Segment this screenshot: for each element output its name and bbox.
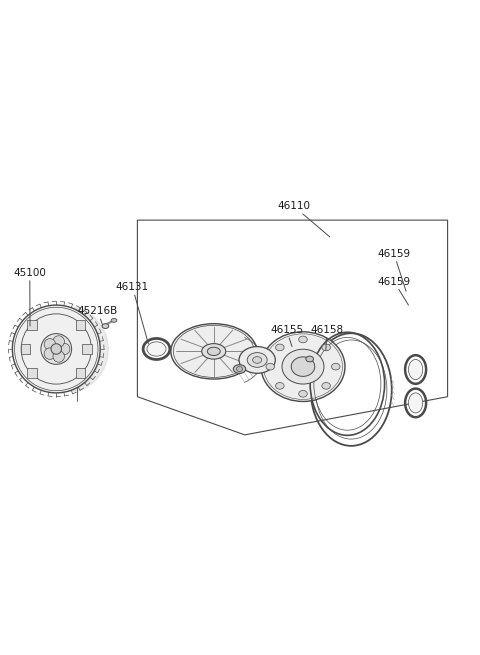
Polygon shape bbox=[76, 368, 85, 378]
Ellipse shape bbox=[239, 346, 276, 373]
Ellipse shape bbox=[12, 305, 100, 393]
Ellipse shape bbox=[299, 336, 307, 343]
Text: 46110: 46110 bbox=[277, 201, 330, 237]
Ellipse shape bbox=[102, 324, 109, 328]
Ellipse shape bbox=[276, 344, 284, 351]
Ellipse shape bbox=[291, 357, 315, 377]
Text: 46159: 46159 bbox=[377, 249, 410, 291]
Ellipse shape bbox=[147, 342, 166, 356]
Polygon shape bbox=[27, 320, 37, 329]
Ellipse shape bbox=[53, 336, 64, 347]
Ellipse shape bbox=[266, 364, 275, 370]
Ellipse shape bbox=[59, 343, 70, 355]
Ellipse shape bbox=[171, 324, 257, 379]
Ellipse shape bbox=[202, 344, 226, 359]
Ellipse shape bbox=[282, 349, 324, 384]
Polygon shape bbox=[21, 345, 30, 354]
Text: 45100: 45100 bbox=[13, 268, 46, 326]
Ellipse shape bbox=[408, 360, 423, 379]
Ellipse shape bbox=[252, 356, 262, 364]
Polygon shape bbox=[76, 320, 85, 329]
Ellipse shape bbox=[233, 365, 246, 373]
Ellipse shape bbox=[41, 333, 72, 364]
Ellipse shape bbox=[322, 344, 330, 351]
Ellipse shape bbox=[306, 356, 313, 362]
Polygon shape bbox=[27, 368, 37, 378]
Text: 46155: 46155 bbox=[270, 326, 303, 346]
Ellipse shape bbox=[276, 383, 284, 389]
Ellipse shape bbox=[53, 351, 64, 362]
Text: 46131: 46131 bbox=[116, 282, 149, 344]
Ellipse shape bbox=[322, 383, 330, 389]
Ellipse shape bbox=[408, 393, 423, 413]
Ellipse shape bbox=[299, 390, 307, 397]
Ellipse shape bbox=[51, 344, 61, 354]
Ellipse shape bbox=[247, 352, 267, 367]
Ellipse shape bbox=[111, 318, 117, 322]
Text: 45216B: 45216B bbox=[78, 306, 118, 325]
Ellipse shape bbox=[237, 367, 242, 371]
Ellipse shape bbox=[261, 332, 345, 402]
Text: 46159: 46159 bbox=[377, 276, 410, 305]
Ellipse shape bbox=[44, 339, 56, 350]
Ellipse shape bbox=[44, 348, 56, 360]
Polygon shape bbox=[82, 345, 92, 354]
Ellipse shape bbox=[332, 364, 340, 370]
Ellipse shape bbox=[207, 347, 220, 356]
Text: 46158: 46158 bbox=[310, 326, 343, 350]
